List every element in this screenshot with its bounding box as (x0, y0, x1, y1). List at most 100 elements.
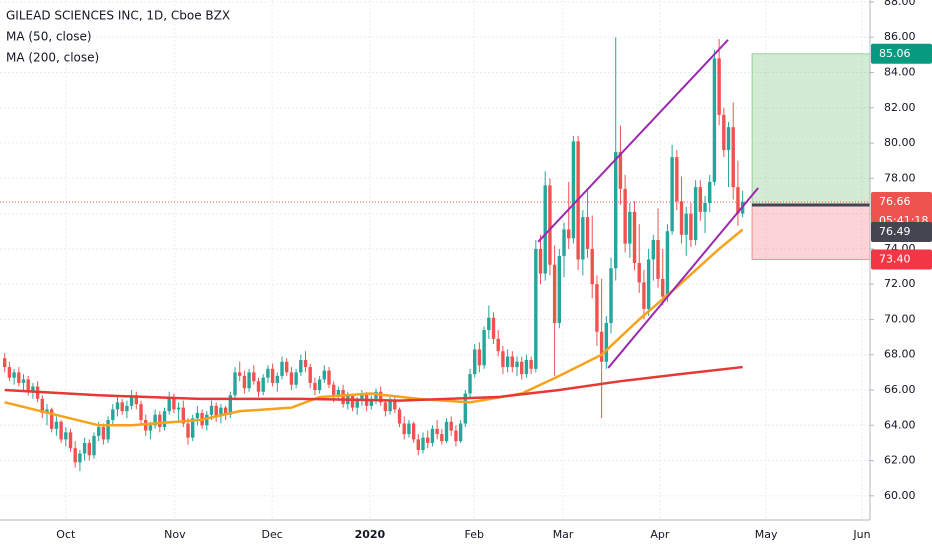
candle-body (515, 361, 519, 368)
candle-body (50, 409, 54, 429)
candle-body (538, 248, 543, 274)
candle-body (12, 372, 16, 378)
candle-body (139, 404, 143, 420)
price-tag-label: 76.49 (879, 225, 911, 238)
candle-body (642, 282, 646, 309)
candle-body (313, 382, 317, 390)
candle-body (416, 439, 421, 450)
candle-body (651, 240, 656, 260)
candle-body (303, 360, 308, 368)
candle-body (322, 370, 327, 380)
candle-body (289, 372, 294, 385)
candle-body (510, 356, 515, 368)
candle-body (129, 395, 134, 406)
candle-body (473, 349, 477, 375)
candle-body (266, 368, 270, 378)
candle-body (59, 421, 63, 440)
x-tick-label: Dec (261, 528, 282, 541)
candle-body (722, 114, 726, 151)
candle-body (421, 437, 425, 450)
candle-body (567, 229, 571, 239)
y-tick-label: 84.00 (884, 65, 916, 78)
candle-body (590, 248, 594, 285)
candle-body (632, 211, 637, 263)
candle-body (106, 419, 110, 440)
candle-body (31, 386, 35, 392)
plot-area (0, 0, 870, 520)
candle-body (693, 187, 698, 241)
candle-body (393, 400, 397, 410)
candle-body (679, 201, 684, 235)
candle-body (40, 398, 45, 413)
candle-body (731, 127, 735, 188)
candle-body (275, 375, 280, 383)
candle-body (191, 418, 195, 438)
candle-body (355, 400, 359, 408)
candle-body (402, 423, 406, 435)
moving-average (4, 365, 743, 402)
candle-body (689, 213, 693, 241)
candle-body (369, 398, 374, 406)
candle-body (726, 127, 731, 151)
candle-body (97, 427, 101, 436)
stop-zone (751, 204, 870, 260)
candle-body (435, 428, 439, 435)
y-tick-label: 80.00 (884, 136, 916, 149)
candle-body (581, 217, 585, 260)
candle-body (454, 430, 458, 442)
candle-body (595, 284, 599, 332)
candle-body (397, 409, 402, 424)
candle-body (670, 157, 674, 232)
legend-entry: MA (50, close) (6, 30, 92, 44)
candle-body (87, 442, 92, 456)
candle-body (299, 360, 303, 373)
candle-body (430, 428, 435, 443)
price-tag (871, 249, 932, 270)
candle-body (270, 368, 275, 383)
candle-body (162, 411, 167, 428)
y-tick-label: 78.00 (884, 171, 916, 184)
candle-body (491, 317, 496, 339)
candle-body (186, 423, 190, 438)
price-tag (871, 43, 932, 64)
candle-body (529, 360, 533, 369)
candle-body (280, 361, 284, 376)
price-tag-label: 73.40 (879, 252, 911, 265)
candle-body (618, 151, 623, 189)
candle-body (68, 432, 73, 449)
candle-body (407, 423, 411, 435)
candle-body (172, 397, 176, 410)
candle-body (195, 412, 200, 419)
candle-body (111, 409, 115, 420)
candle-body (167, 397, 171, 412)
y-tick-label: 70.00 (884, 312, 916, 325)
candle-body (440, 434, 444, 442)
candle-body (21, 379, 26, 383)
y-tick-label: 88.00 (884, 0, 916, 8)
x-tick-label: Mar (553, 528, 574, 541)
legend-title: GILEAD SCIENCES INC, 1D, Cboe BZX (6, 9, 230, 23)
price-tag-label: 76.66 (879, 195, 911, 208)
y-tick-label: 72.00 (884, 277, 916, 290)
candle-body (134, 395, 139, 405)
candle-body (383, 402, 388, 412)
candle-body (101, 427, 106, 440)
candle-body (233, 372, 237, 396)
candle-body (256, 381, 261, 392)
candle-body (548, 185, 552, 265)
candle-body (646, 259, 651, 309)
x-tick-label: Oct (56, 528, 76, 541)
candle-body (482, 330, 486, 366)
candle-body (623, 188, 627, 244)
candle-body (294, 372, 298, 385)
candle-body (3, 358, 7, 368)
y-tick-label: 60.00 (884, 489, 916, 502)
candle-body (444, 421, 449, 442)
candle-body (703, 203, 707, 212)
trend-line (537, 39, 729, 243)
candle-body (736, 187, 740, 214)
candle-body (54, 421, 59, 429)
candle-body (698, 187, 703, 212)
candle-body (665, 231, 670, 297)
candle-body (238, 372, 242, 376)
